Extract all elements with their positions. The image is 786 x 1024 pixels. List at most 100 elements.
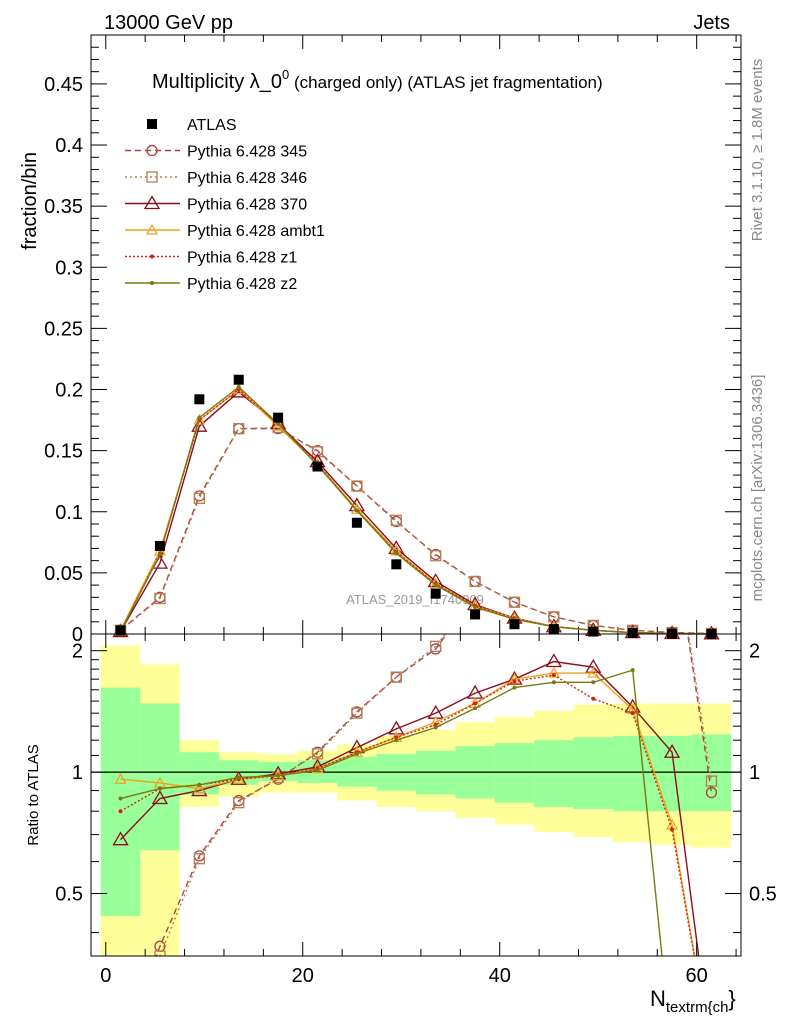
ratio-point: [545, 653, 563, 668]
ratio-point: [591, 680, 596, 685]
legend-label: Pythia 6.428 z2: [187, 276, 297, 293]
series-point: [433, 583, 438, 588]
series-point: [276, 421, 281, 426]
ratio-series-5: [118, 668, 663, 956]
ratio-point: [269, 765, 287, 780]
series-line: [119, 386, 712, 635]
ratio-ytick-label: 2: [72, 641, 83, 663]
series-point: [390, 514, 402, 526]
main-panel: 0 0.05 0.1 0.15 0.2 0.25 0.3 0.35 0.4 0.45 fractio…: [19, 34, 742, 646]
ratio-point: [315, 768, 320, 773]
series-point: [154, 592, 166, 605]
legend-label: Pythia 6.428 370: [187, 197, 307, 214]
ratio-point: [394, 738, 399, 743]
data-point: [273, 412, 284, 423]
ratio-point: [151, 790, 169, 805]
ratio-line: [120, 674, 695, 956]
series-point: [394, 551, 399, 556]
data-point: [627, 628, 638, 639]
ratio-point: [351, 707, 363, 719]
legend-marker: [143, 195, 161, 210]
band-1sigma: [691, 734, 732, 812]
legend-label: Pythia 6.428 ambt1: [187, 223, 325, 240]
ratio-point: [354, 751, 359, 756]
data-point: [351, 517, 362, 528]
header-left: 13000 GeV pp: [104, 12, 233, 34]
ratio-point: [197, 782, 202, 787]
data-point: [588, 626, 599, 637]
series-point: [354, 508, 359, 513]
series-point: [191, 417, 208, 432]
ratio-xtick-label: 20: [292, 965, 314, 987]
ratio-point: [118, 796, 123, 801]
ratio-xlabel: Ntextrm{ch}: [650, 986, 736, 1016]
ratio-point: [193, 853, 205, 865]
ratio-point: [512, 679, 517, 684]
ratio-point: [390, 671, 402, 683]
ratio-point: [551, 673, 556, 678]
series-point: [350, 503, 363, 514]
legend-marker: [145, 223, 159, 235]
series-point: [193, 413, 206, 425]
legend-label: Pythia 6.428 z1: [187, 250, 297, 267]
ratio-point: [236, 775, 241, 780]
ratio-point: [551, 680, 556, 685]
legend-label: Pythia 6.428 345: [187, 144, 307, 161]
ratio-ytick-label: 0.5: [55, 884, 83, 906]
ratio-point: [154, 950, 166, 956]
ratio-ytick-label-right: 0.5: [749, 884, 777, 906]
main-ytick-label: 0.1: [55, 502, 83, 524]
main-ytick-label: 0.35: [44, 196, 83, 218]
ratio-ytick-label: 1: [72, 762, 83, 784]
data-point: [154, 540, 165, 551]
main-ylabel: fraction/bin: [19, 152, 41, 250]
ratio-point: [585, 658, 602, 673]
band-1sigma: [534, 740, 574, 807]
ratio-line: [159, 634, 713, 956]
data-point: [391, 559, 402, 570]
ratio-frame: [90, 633, 742, 957]
data-point: [548, 624, 559, 635]
ratio-point: [630, 668, 635, 673]
ratio-point: [705, 786, 718, 799]
main-ytick-label: 0: [72, 624, 83, 646]
legend-marker: [150, 254, 154, 259]
main-ytick-label: 0.05: [44, 563, 83, 585]
series-line: [119, 388, 712, 635]
ratio-line: [120, 672, 696, 956]
ratio-point: [705, 775, 718, 787]
series-line: [120, 426, 712, 635]
legend-label: ATLAS: [187, 117, 237, 134]
data-point: [430, 588, 441, 599]
ratio-ytick-label-right: 1: [749, 762, 760, 784]
series-point: [233, 422, 245, 435]
legend-marker: [150, 281, 154, 285]
ratio-point: [311, 762, 324, 774]
main-ytick-label: 0.3: [55, 257, 83, 279]
ratio-xtick-label: 40: [489, 965, 511, 987]
ratio-point: [473, 701, 478, 706]
series-point: [508, 596, 521, 608]
ratio-point: [112, 831, 129, 846]
main-ytick-label: 0.25: [44, 318, 83, 340]
series-point: [311, 446, 324, 458]
ratio-xtick-label: 0: [100, 965, 111, 987]
ratio-plot-area: [91, 634, 741, 956]
data-point: [233, 374, 244, 385]
legend-marker: [146, 171, 158, 183]
watermark: ATLAS_2019_I1740909: [346, 592, 484, 607]
ratio-point: [587, 666, 600, 678]
legend: ATLAS Pythia 6.428 345 Pythia 6.428 346 Pyt…: [125, 117, 325, 293]
series-point: [197, 415, 202, 420]
mcplots-label: mcplots.cern.ch [arXiv:1306.3436]: [749, 375, 766, 602]
data-point: [312, 461, 323, 472]
series-point: [473, 605, 478, 610]
band-1sigma: [573, 737, 613, 810]
data-point: [194, 394, 205, 405]
rivet-label: Rivet 3.1.10, ≥ 1.8M events: [749, 59, 766, 242]
legend-marker: [146, 144, 158, 157]
ratio-point: [394, 735, 399, 740]
series-point: [193, 492, 205, 504]
ratio-xtick-label: 60: [686, 965, 708, 987]
